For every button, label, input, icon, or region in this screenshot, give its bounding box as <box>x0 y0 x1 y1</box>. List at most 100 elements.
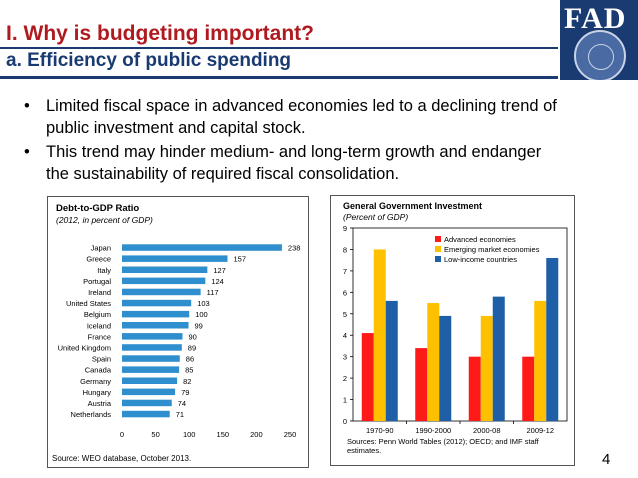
investment-bar <box>373 249 386 421</box>
debt-value-label: 79 <box>181 388 189 397</box>
investment-chart-plot: 0 1 2 3 4 5 6 7 8 9 1970-90 1990-2000 2000-08 2009-12… <box>343 224 568 435</box>
debt-value-label: 71 <box>176 410 184 419</box>
logo-text: FAD <box>564 2 627 35</box>
investment-legend-swatch <box>435 256 441 262</box>
debt-bar <box>122 244 282 251</box>
title-divider-top <box>0 47 558 49</box>
debt-bar <box>122 299 192 307</box>
debt-bar <box>122 344 182 351</box>
debt-x-tick-label: 100 <box>183 430 196 439</box>
imf-seal-icon <box>574 30 626 80</box>
investment-bar <box>415 348 428 421</box>
debt-category-label: France <box>88 332 111 341</box>
debt-value-label: 103 <box>197 299 210 308</box>
debt-value-label: 89 <box>188 343 196 352</box>
debt-category-label: Canada <box>85 366 112 375</box>
bullet-dot-icon: • <box>24 97 30 115</box>
debt-category-label: Belgium <box>84 310 111 319</box>
debt-bar <box>122 388 176 396</box>
debt-value-label: 100 <box>195 310 208 319</box>
investment-y-tick-label: 3 <box>343 353 347 362</box>
debt-bar <box>122 277 206 285</box>
debt-category-label: United States <box>66 299 111 308</box>
bullet-item: • This trend may hinder medium- and long… <box>24 141 564 185</box>
investment-x-tick-label: 2000-08 <box>473 426 501 435</box>
debt-x-tick-label: 150 <box>217 430 230 439</box>
debt-value-label: 86 <box>186 355 194 364</box>
bullet-text: Limited fiscal space in advanced economi… <box>46 97 557 137</box>
debt-value-label: 99 <box>195 321 203 330</box>
debt-chart-source: Source: WEO database, October 2013. <box>52 454 192 463</box>
title-divider-bottom <box>0 76 558 79</box>
investment-bar <box>492 296 505 421</box>
debt-to-gdp-chart: Japan 238 Greece 157 Italy 127 Portugal 124 Irel… <box>47 196 309 468</box>
bullet-item: • Limited fiscal space in advanced econo… <box>24 95 564 139</box>
fad-logo: FAD <box>560 0 638 80</box>
debt-category-label: Austria <box>88 399 112 408</box>
debt-bar <box>122 310 190 318</box>
debt-bar <box>122 288 201 296</box>
investment-legend-label: Low-income countries <box>444 255 517 264</box>
debt-bar <box>122 399 172 407</box>
debt-value-label: 82 <box>183 377 191 386</box>
debt-category-label: United Kingdom <box>58 343 111 352</box>
investment-x-tick-label: 2009-12 <box>526 426 554 435</box>
debt-chart-plot: Japan 238 Greece 157 Italy 127 Portugal 124 Irel… <box>58 244 301 439</box>
debt-value-label: 90 <box>188 332 196 341</box>
debt-value-label: 117 <box>207 288 219 297</box>
investment-y-tick-label: 9 <box>343 224 347 233</box>
bullet-text: This trend may hinder medium- and long-t… <box>46 143 542 183</box>
debt-value-label: 238 <box>288 244 301 253</box>
debt-bar <box>122 266 208 273</box>
debt-value-label: 74 <box>178 399 186 408</box>
investment-y-tick-label: 5 <box>343 310 347 319</box>
debt-bar <box>122 355 180 362</box>
debt-bar <box>122 322 189 329</box>
debt-category-label: Greece <box>86 255 111 264</box>
investment-y-tick-label: 8 <box>343 245 347 254</box>
investment-y-tick-label: 0 <box>343 417 347 426</box>
slide-title: I. Why is budgeting important? <box>6 22 314 45</box>
bullet-list: • Limited fiscal space in advanced econo… <box>24 95 564 187</box>
debt-chart-title: Debt-to-GDP Ratio <box>56 203 140 214</box>
investment-bar <box>480 315 493 421</box>
investment-chart-title: General Government Investment <box>343 201 483 211</box>
page-number: 4 <box>602 451 611 468</box>
debt-category-label: Iceland <box>87 321 111 330</box>
investment-bar <box>361 333 374 421</box>
title-band: I. Why is budgeting important? a. Effici… <box>0 0 638 82</box>
debt-category-label: Netherlands <box>71 410 112 419</box>
debt-bar <box>122 410 170 418</box>
investment-bar <box>534 300 547 421</box>
debt-category-label: Japan <box>91 244 111 253</box>
debt-value-label: 127 <box>213 266 226 275</box>
debt-category-label: Ireland <box>88 288 111 297</box>
investment-y-tick-label: 7 <box>343 267 347 276</box>
debt-bar <box>122 333 183 340</box>
debt-bar <box>122 255 228 262</box>
investment-chart-subtitle: (Percent of GDP) <box>343 212 409 222</box>
investment-y-tick-label: 4 <box>343 331 347 340</box>
investment-y-tick-label: 1 <box>343 396 347 405</box>
investment-bar <box>522 356 535 421</box>
investment-x-tick-label: 1990-2000 <box>415 426 451 435</box>
bullet-dot-icon: • <box>24 143 30 161</box>
debt-value-label: 85 <box>185 366 193 375</box>
investment-bar <box>439 315 452 421</box>
debt-value-label: 157 <box>234 255 247 264</box>
investment-bar <box>468 356 481 421</box>
debt-x-tick-label: 200 <box>250 430 263 439</box>
debt-x-tick-label: 50 <box>151 430 159 439</box>
debt-category-label: Portugal <box>83 277 111 286</box>
investment-bar <box>385 300 398 421</box>
debt-category-label: Germany <box>80 377 111 386</box>
investment-bar <box>427 303 440 421</box>
investment-legend-swatch <box>435 246 441 252</box>
debt-category-label: Italy <box>97 266 111 275</box>
slide-subtitle: a. Efficiency of public spending <box>6 50 292 71</box>
investment-legend-label: Emerging market economies <box>444 245 540 254</box>
investment-legend-label: Advanced economies <box>444 235 516 244</box>
debt-bar <box>122 366 180 373</box>
investment-bar <box>546 258 559 421</box>
investment-y-tick-label: 2 <box>343 374 347 383</box>
